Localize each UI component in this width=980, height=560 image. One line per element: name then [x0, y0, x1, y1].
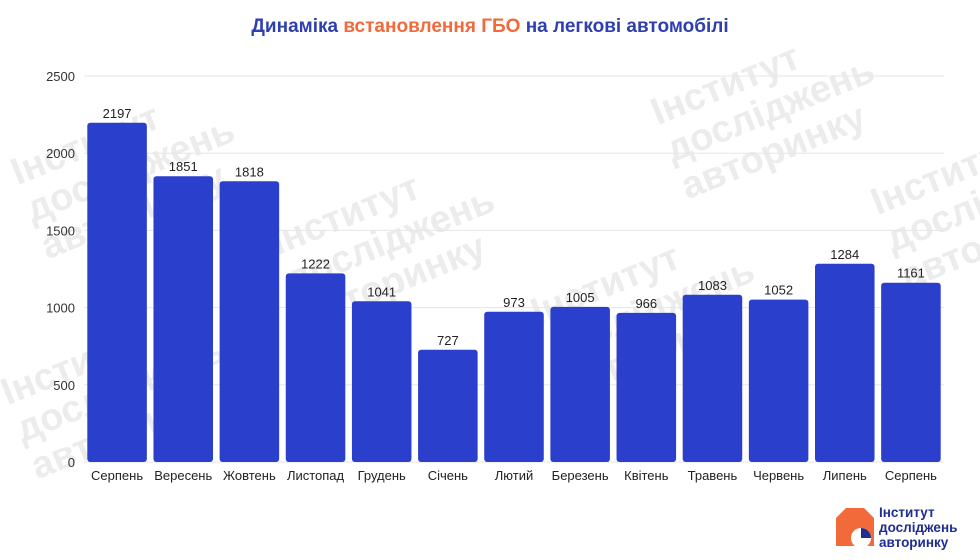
logo: Інститут досліджень авторинку [834, 504, 966, 552]
y-tick-label: 500 [53, 378, 75, 393]
x-tick-label: Серпень [91, 468, 143, 483]
x-tick-label: Серпень [885, 468, 937, 483]
logo-line-3: авторинку [879, 535, 949, 550]
x-tick-label: Квітень [624, 468, 669, 483]
logo-line-1: Інститут [879, 505, 935, 520]
data-label: 973 [503, 295, 525, 310]
bar [351, 301, 412, 462]
x-tick-label: Вересень [154, 468, 212, 483]
x-tick-label: Жовтень [223, 468, 276, 483]
title-part-2: встановлення ГБО [343, 16, 521, 37]
data-label: 1818 [235, 164, 264, 179]
data-label: 1041 [367, 284, 396, 299]
logo-icon [836, 508, 874, 548]
bar [550, 306, 610, 462]
logo-text: Інститут досліджень авторинку [879, 505, 957, 550]
bar [748, 299, 809, 462]
bar [484, 311, 544, 462]
x-tick-label: Травень [688, 468, 738, 483]
bar [815, 263, 875, 462]
data-label: 966 [635, 296, 657, 311]
bar [418, 349, 478, 462]
bar [153, 176, 213, 462]
y-tick-label: 2000 [46, 146, 75, 161]
data-label: 1161 [897, 266, 925, 281]
data-label: 1083 [698, 278, 727, 293]
bar [881, 282, 941, 462]
data-label: 727 [437, 333, 459, 348]
data-label: 1005 [566, 290, 595, 305]
logo-line-2: досліджень [879, 520, 958, 535]
data-label: 2197 [103, 106, 132, 121]
bar [285, 273, 346, 462]
bar [219, 181, 280, 463]
chart-title: Динаміка встановлення ГБО на легкові авт… [0, 16, 980, 38]
x-tick-label: Лютий [495, 468, 533, 483]
bar [616, 312, 677, 462]
x-tick-label: Липень [823, 468, 867, 483]
bar [682, 294, 743, 462]
x-tick-label: Листопад [287, 468, 345, 483]
y-tick-label: 1500 [46, 223, 75, 238]
y-tick-label: 2500 [46, 69, 75, 84]
data-label: 1222 [301, 256, 330, 271]
x-tick-label: Червень [753, 468, 804, 483]
y-tick-label: 0 [68, 455, 75, 470]
x-tick-label: Січень [428, 468, 468, 483]
x-tick-label: Грудень [358, 468, 406, 483]
data-label: 1284 [830, 247, 859, 262]
x-tick-label: Березень [552, 468, 609, 483]
y-tick-label: 1000 [46, 301, 75, 316]
data-label: 1052 [764, 283, 793, 298]
bar [87, 122, 147, 462]
title-part-1: Динаміка [251, 16, 339, 37]
data-label: 1851 [169, 159, 198, 174]
title-part-3: на легкові автомобілі [525, 16, 729, 37]
